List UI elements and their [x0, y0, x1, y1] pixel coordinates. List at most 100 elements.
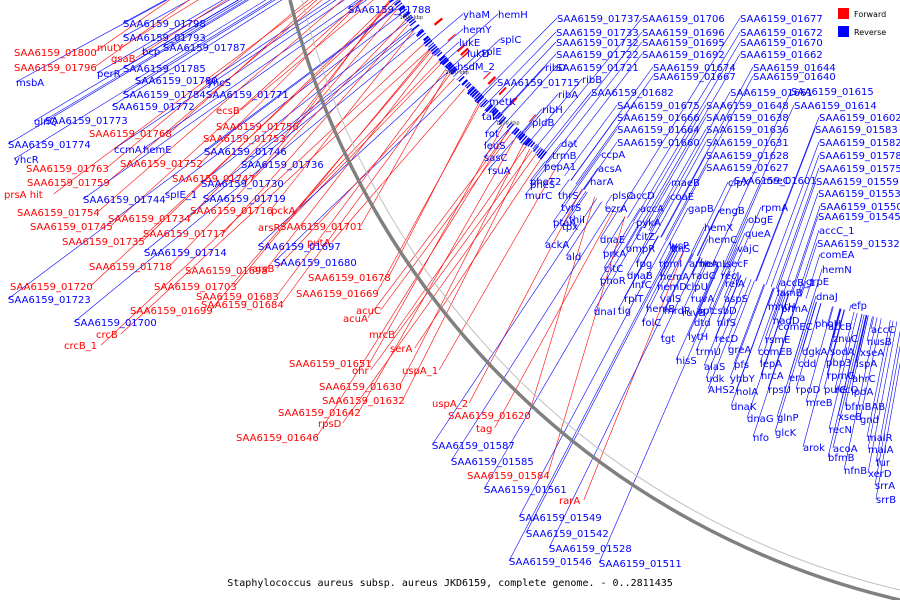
gene-label: ccpA — [601, 150, 625, 161]
label-connector — [483, 224, 639, 490]
legend-reverse-swatch — [838, 26, 849, 37]
label-connector — [850, 315, 869, 392]
label-connector — [663, 253, 693, 311]
reverse-gene-feature — [416, 29, 425, 37]
label-connector — [487, 137, 517, 171]
gene-label: SAA6159_01664 — [617, 125, 700, 136]
label-connector — [13, 0, 273, 160]
label-connector — [438, 168, 556, 371]
label-connector — [668, 242, 671, 246]
label-connector — [722, 104, 795, 268]
reverse-gene-feature — [471, 90, 479, 98]
gene-label: xseA — [860, 348, 884, 359]
gene-label: ruvA — [691, 294, 714, 305]
label-connector — [402, 148, 531, 401]
gene-label: SAA6159_01669 — [296, 289, 379, 300]
gene-label: hsdM_2 — [457, 62, 495, 73]
forward-gene-feature — [498, 86, 507, 96]
label-connector — [728, 232, 746, 271]
legend-reverse-label: Reverse — [854, 28, 886, 37]
label-connector — [53, 0, 314, 195]
reverse-gene-feature — [469, 88, 478, 96]
label-connector — [644, 181, 672, 229]
gene-label: SAA6159_01680 — [274, 258, 357, 269]
label-connector — [795, 303, 822, 390]
gene-label: SAA6159_01763 — [26, 164, 109, 175]
gene-label: leuS — [484, 141, 506, 152]
label-connector — [774, 301, 815, 433]
gene-label: lysP — [669, 241, 689, 252]
label-connector — [851, 315, 867, 379]
gene-label: lepA — [760, 359, 782, 370]
genome-caption: Staphylococcus aureus subsp. aureus JKD6… — [227, 578, 673, 589]
label-connector — [414, 157, 542, 349]
gene-label: rpmI — [659, 259, 682, 270]
gene-label: SAA6159_01787 — [163, 43, 246, 54]
label-connector — [107, 0, 323, 183]
label-connector — [121, 0, 199, 48]
label-connector — [814, 295, 817, 302]
label-connector — [593, 226, 643, 312]
label-connector — [82, 0, 367, 200]
reverse-gene-feature — [520, 135, 528, 144]
label-connector — [870, 316, 875, 330]
gene-label: fpg — [636, 259, 652, 270]
gene-label: mntH — [768, 302, 796, 313]
gene-label: ruvB — [682, 308, 705, 319]
label-connector — [282, 63, 442, 228]
label-connector — [548, 253, 693, 549]
label-connector — [666, 166, 707, 241]
label-connector — [399, 143, 524, 387]
label-connector — [844, 314, 867, 407]
gene-label: SAA6159_01602 — [819, 113, 900, 124]
gene-label: SAA6159_01559 — [816, 177, 899, 188]
label-connector — [661, 154, 707, 238]
reverse-gene-feature — [466, 83, 472, 89]
gene-label: cdd — [798, 359, 816, 370]
gene-label: SAA6159_01699 — [130, 306, 213, 317]
legend-forward-label: Forward — [854, 10, 886, 19]
label-connector — [525, 78, 583, 146]
gene-label: acsA — [598, 164, 622, 175]
gene-label: rpoD — [796, 385, 821, 396]
label-connector — [433, 28, 464, 55]
gene-label: ribD — [545, 63, 566, 74]
gene-label: thiS — [671, 244, 690, 255]
gene-label: SAA6159_01672 — [740, 28, 823, 39]
label-connector — [100, 43, 425, 346]
position-tick-label: 1600 kbp — [496, 121, 520, 127]
label-connector — [696, 209, 720, 256]
gene-label: arsR — [258, 223, 280, 234]
gene-label: SAA6159_01701 — [280, 222, 363, 233]
gene-label: murC — [525, 191, 552, 202]
gene-label: xseB — [838, 412, 862, 423]
gene-label: recO — [835, 385, 859, 396]
reverse-gene-feature — [431, 47, 440, 55]
gene-label: ompR — [626, 244, 655, 255]
label-connector — [635, 221, 637, 224]
label-connector — [675, 265, 719, 361]
label-connector — [143, 32, 416, 253]
label-connector — [723, 262, 727, 269]
gene-label: mrcB — [369, 330, 395, 341]
label-connector — [746, 293, 790, 419]
reverse-gene-feature — [449, 66, 456, 73]
gene-label: aspS — [724, 294, 748, 305]
gene-label: SAA6159_01768 — [89, 129, 172, 140]
gene-label: SAA6159_01582 — [819, 138, 900, 149]
label-connector — [875, 362, 900, 500]
gene-label: mutY — [97, 43, 124, 54]
label-connector — [518, 240, 667, 518]
reverse-gene-feature — [507, 123, 514, 132]
label-connector — [110, 0, 363, 227]
gene-label: SAA6159_01614 — [794, 101, 877, 112]
reverse-gene-feature — [511, 127, 518, 134]
reverse-gene-feature — [458, 75, 465, 82]
label-connector — [502, 66, 557, 126]
gene-label: arok — [803, 443, 825, 454]
label-connector — [867, 321, 898, 474]
reverse-gene-feature — [417, 28, 423, 34]
gene-label: SAA6159_01730 — [201, 179, 284, 190]
gene-label: SAA6159_01666 — [617, 113, 700, 124]
